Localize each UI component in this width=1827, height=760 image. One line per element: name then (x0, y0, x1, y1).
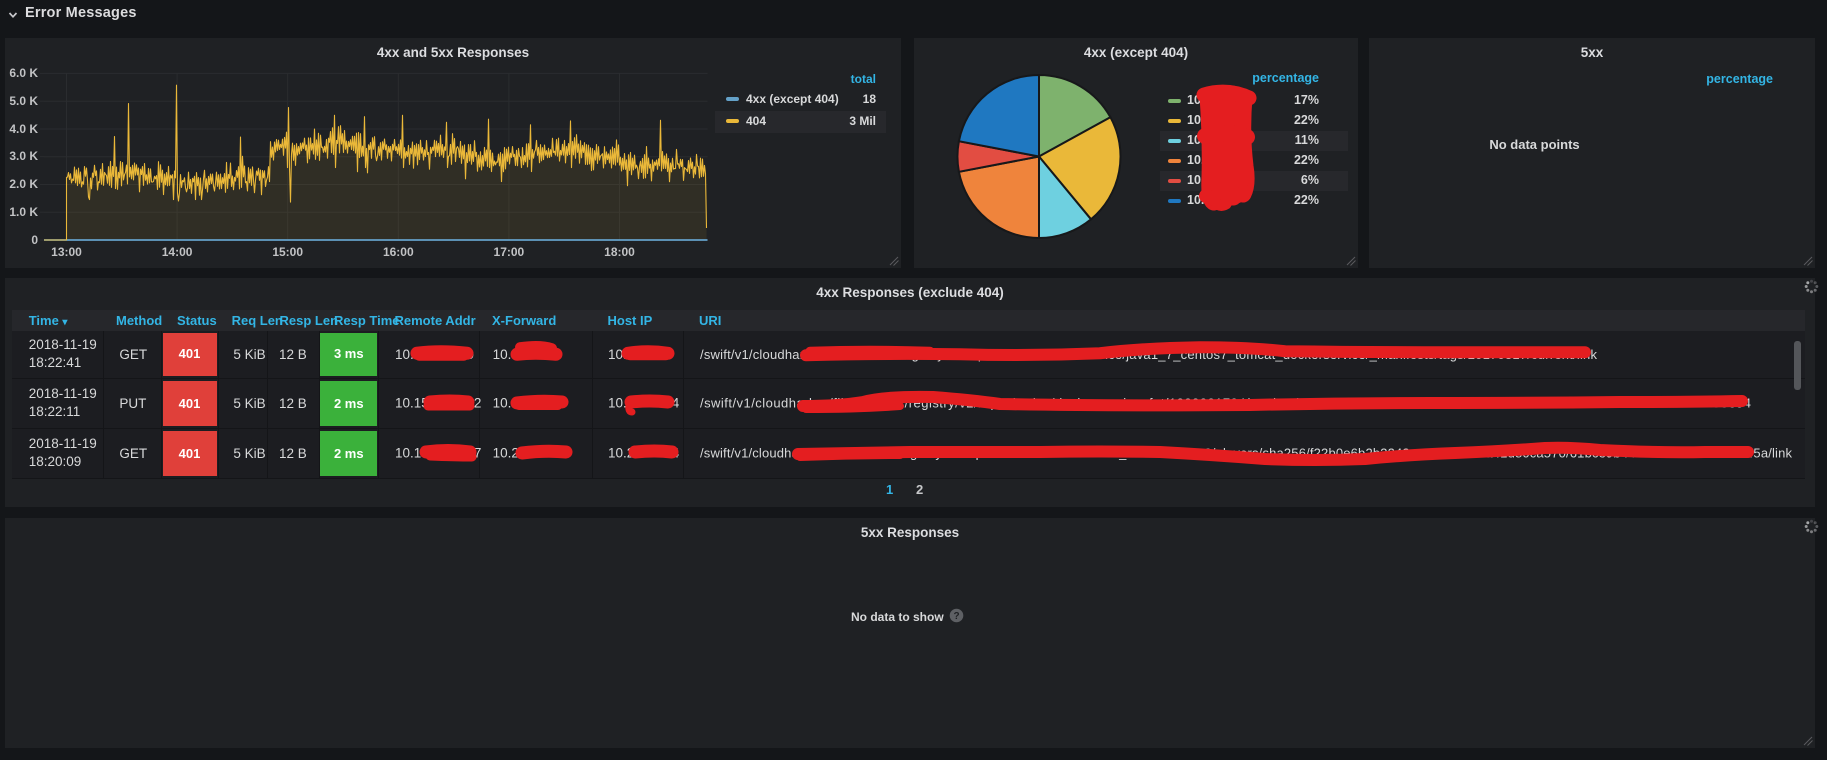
svg-text:?: ? (953, 611, 959, 622)
